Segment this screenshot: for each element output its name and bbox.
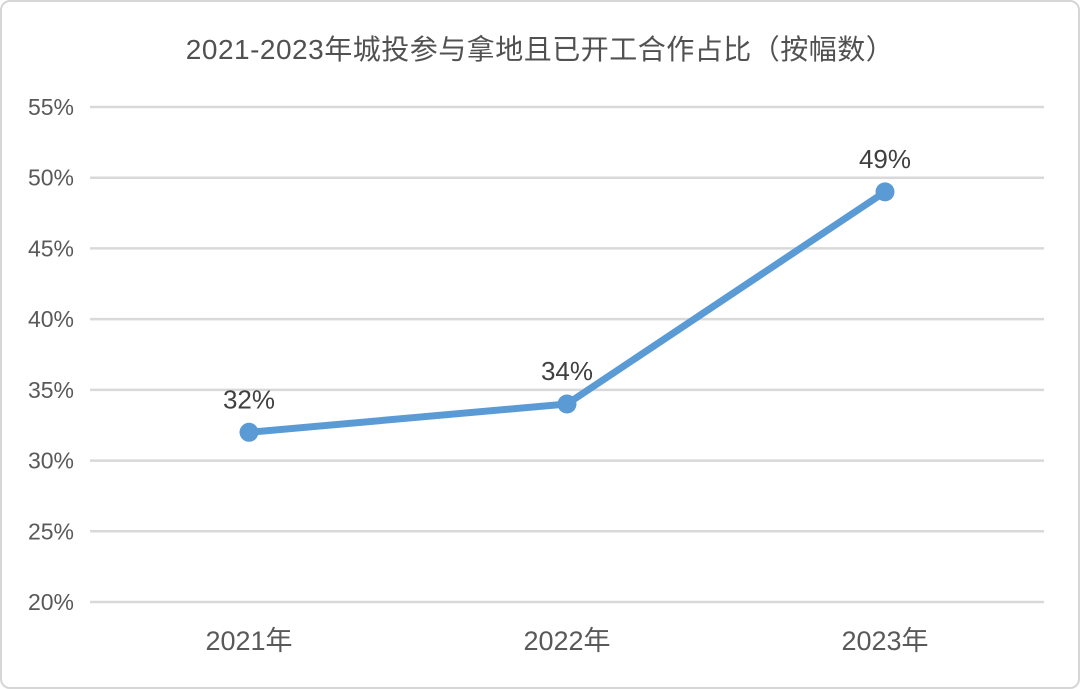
x-tick-label: 2023年 (841, 626, 928, 656)
data-point-label: 49% (859, 144, 911, 174)
y-tick-label: 55% (28, 94, 74, 120)
y-tick-label: 45% (28, 235, 74, 261)
y-tick-label: 50% (28, 165, 74, 191)
y-tick-label: 20% (28, 589, 74, 615)
y-tick-label: 35% (28, 377, 74, 403)
data-point-marker (557, 394, 577, 414)
data-point-label: 34% (541, 356, 593, 386)
chart-title: 2021-2023年城投参与拿地且已开工合作占比（按幅数） (185, 34, 895, 65)
x-tick-label: 2021年 (205, 626, 292, 656)
data-point-marker (239, 422, 259, 442)
y-tick-label: 40% (28, 306, 74, 332)
x-tick-label: 2022年 (523, 626, 610, 656)
y-tick-label: 25% (28, 518, 74, 544)
data-point-marker (875, 182, 895, 202)
y-tick-label: 30% (28, 448, 74, 474)
data-point-label: 32% (223, 384, 275, 414)
